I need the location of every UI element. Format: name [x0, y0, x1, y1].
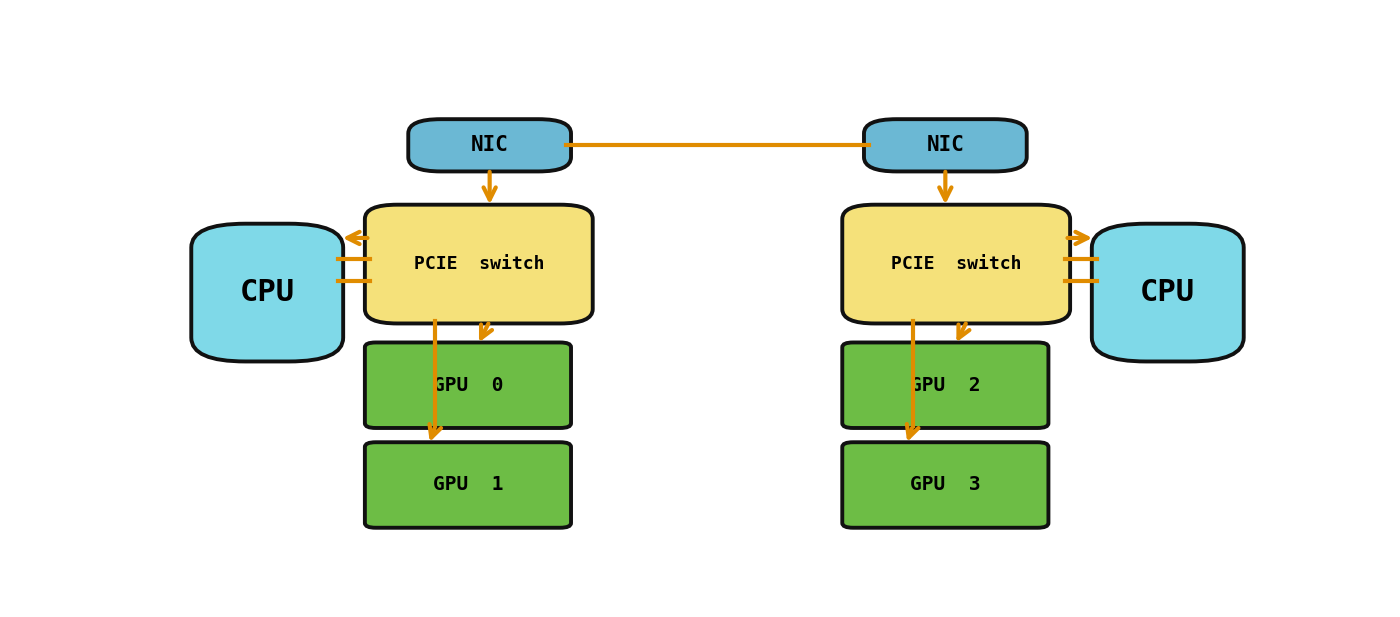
Text: GPU  3: GPU 3 — [910, 476, 980, 494]
FancyBboxPatch shape — [843, 342, 1049, 428]
FancyBboxPatch shape — [365, 442, 571, 528]
Text: CPU: CPU — [239, 278, 295, 307]
FancyBboxPatch shape — [409, 119, 571, 172]
FancyBboxPatch shape — [365, 342, 571, 428]
FancyBboxPatch shape — [843, 205, 1070, 323]
FancyBboxPatch shape — [1092, 224, 1243, 362]
Text: NIC: NIC — [927, 135, 965, 155]
FancyBboxPatch shape — [365, 205, 592, 323]
Text: NIC: NIC — [470, 135, 508, 155]
FancyBboxPatch shape — [843, 442, 1049, 528]
FancyBboxPatch shape — [864, 119, 1026, 172]
FancyBboxPatch shape — [192, 224, 343, 362]
Text: PCIE  switch: PCIE switch — [413, 255, 545, 273]
Text: PCIE  switch: PCIE switch — [890, 255, 1022, 273]
Text: CPU: CPU — [1140, 278, 1196, 307]
Text: GPU  0: GPU 0 — [433, 376, 503, 395]
Text: GPU  2: GPU 2 — [910, 376, 980, 395]
Text: GPU  1: GPU 1 — [433, 476, 503, 494]
